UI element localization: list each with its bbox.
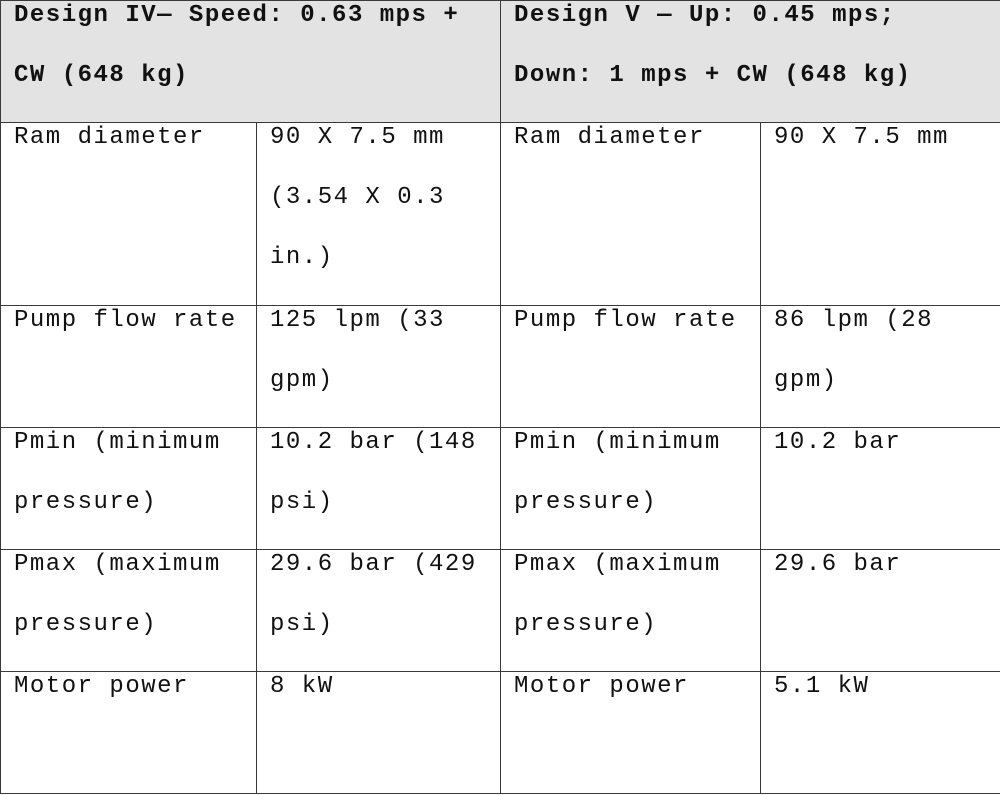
label-cell: Pump flow rate <box>0 305 257 428</box>
label-text: Ram diameter <box>514 124 705 151</box>
value-cell: 90 X 7.5 mm (3.54 X 0.3 in.) <box>255 122 502 306</box>
value-text: 86 lpm (28 gpm) <box>774 307 934 394</box>
table-row: Ram diameter 90 X 7.5 mm (3.54 X 0.3 in.… <box>0 122 1000 306</box>
header-design-v: Design V — Up: 0.45 mps; Down: 1 mps + C… <box>500 0 1000 123</box>
table-row: Motor power 8 kW Motor power 5.1 kW <box>0 671 1000 794</box>
value-cell: 29.6 bar (429 psi) <box>255 549 502 672</box>
label-cell: Motor power <box>500 671 762 794</box>
value-cell: 86 lpm (28 gpm) <box>760 305 1000 428</box>
value-cell: 90 X 7.5 mm <box>760 122 1000 306</box>
value-text: 29.6 bar <box>774 551 902 578</box>
label-cell: Pmax (maximum pressure) <box>500 549 762 672</box>
label-cell: Pump flow rate <box>500 305 762 428</box>
value-text: 10.2 bar <box>774 429 902 456</box>
value-cell: 10.2 bar (148 psi) <box>255 427 502 550</box>
header-row: Design IV— Speed: 0.63 mps + CW (648 kg)… <box>0 0 1000 123</box>
value-cell: 29.6 bar <box>760 549 1000 672</box>
label-text: Motor power <box>14 673 189 700</box>
table-row: Pmax (maximum pressure) 29.6 bar (429 ps… <box>0 549 1000 672</box>
value-cell: 8 kW <box>255 671 502 794</box>
label-cell: Ram diameter <box>0 122 257 306</box>
value-cell: 125 lpm (33 gpm) <box>255 305 502 428</box>
label-cell: Pmax (maximum pressure) <box>0 549 257 672</box>
value-text: 8 kW <box>270 673 334 700</box>
value-text: 125 lpm (33 gpm) <box>270 307 445 394</box>
header-text: Design IV— Speed: 0.63 mps + CW (648 kg) <box>14 2 460 89</box>
value-cell: 5.1 kW <box>760 671 1000 794</box>
value-text: 90 X 7.5 mm (3.54 X 0.3 in.) <box>270 124 445 271</box>
label-text: Pump flow rate <box>514 307 737 334</box>
label-text: Motor power <box>514 673 689 700</box>
table-row: Pump flow rate 125 lpm (33 gpm) Pump flo… <box>0 305 1000 428</box>
label-text: Pmax (maximum pressure) <box>514 551 721 638</box>
label-text: Pump flow rate <box>14 307 237 334</box>
label-text: Pmax (maximum pressure) <box>14 551 221 638</box>
value-text: 10.2 bar (148 psi) <box>270 429 477 516</box>
label-text: Pmin (minimum pressure) <box>14 429 221 516</box>
value-text: 5.1 kW <box>774 673 870 700</box>
label-text: Pmin (minimum pressure) <box>514 429 721 516</box>
value-text: 29.6 bar (429 psi) <box>270 551 477 638</box>
label-cell: Pmin (minimum pressure) <box>0 427 257 550</box>
label-cell: Pmin (minimum pressure) <box>500 427 762 550</box>
label-text: Ram diameter <box>14 124 205 151</box>
value-text: 90 X 7.5 mm <box>774 124 949 151</box>
label-cell: Ram diameter <box>500 122 762 306</box>
header-design-iv: Design IV— Speed: 0.63 mps + CW (648 kg) <box>0 0 502 123</box>
header-text: Design V — Up: 0.45 mps; Down: 1 mps + C… <box>514 2 912 89</box>
table-row: Pmin (minimum pressure) 10.2 bar (148 ps… <box>0 427 1000 550</box>
value-cell: 10.2 bar <box>760 427 1000 550</box>
label-cell: Motor power <box>0 671 257 794</box>
